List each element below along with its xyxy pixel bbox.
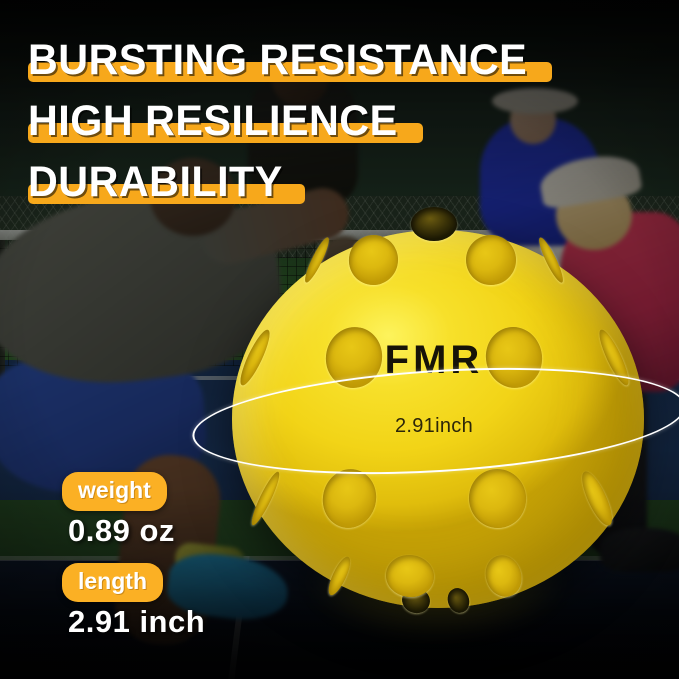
spec-weight: weight 0.89 oz: [62, 472, 205, 549]
headline-text: HIGH RESILIENCE: [28, 97, 398, 145]
headline-line-3: DURABILITY: [28, 156, 648, 208]
spec-length-value: 2.91 inch: [68, 604, 206, 639]
headline-text: BURSTING RESISTANCE: [28, 36, 528, 84]
headline-line-1: BURSTING RESISTANCE: [28, 34, 648, 86]
spec-weight-pill: weight: [62, 472, 167, 511]
spec-length: length 2.91 inch: [62, 563, 205, 640]
headline-line-2: HIGH RESILIENCE: [28, 95, 648, 147]
spec-badge-list: weight 0.89 oz length 2.91 inch: [62, 472, 205, 654]
pickleball-body: [232, 230, 644, 608]
spec-length-pill: length: [62, 563, 163, 602]
headline-highlight-bar: [28, 62, 552, 82]
diameter-label: 2.91inch: [394, 415, 473, 437]
spec-weight-value: 0.89 oz: [68, 513, 175, 548]
headline-highlight-bar: [28, 123, 423, 143]
headline-text: DURABILITY: [28, 158, 283, 206]
brand-logo-text: FMR: [384, 338, 484, 382]
headline-block: BURSTING RESISTANCE HIGH RESILIENCE DURA…: [28, 34, 648, 217]
product-pickleball: FMR 2.91inch: [189, 207, 679, 672]
headline-highlight-bar: [28, 184, 305, 204]
pickleball-hole: [410, 207, 457, 241]
